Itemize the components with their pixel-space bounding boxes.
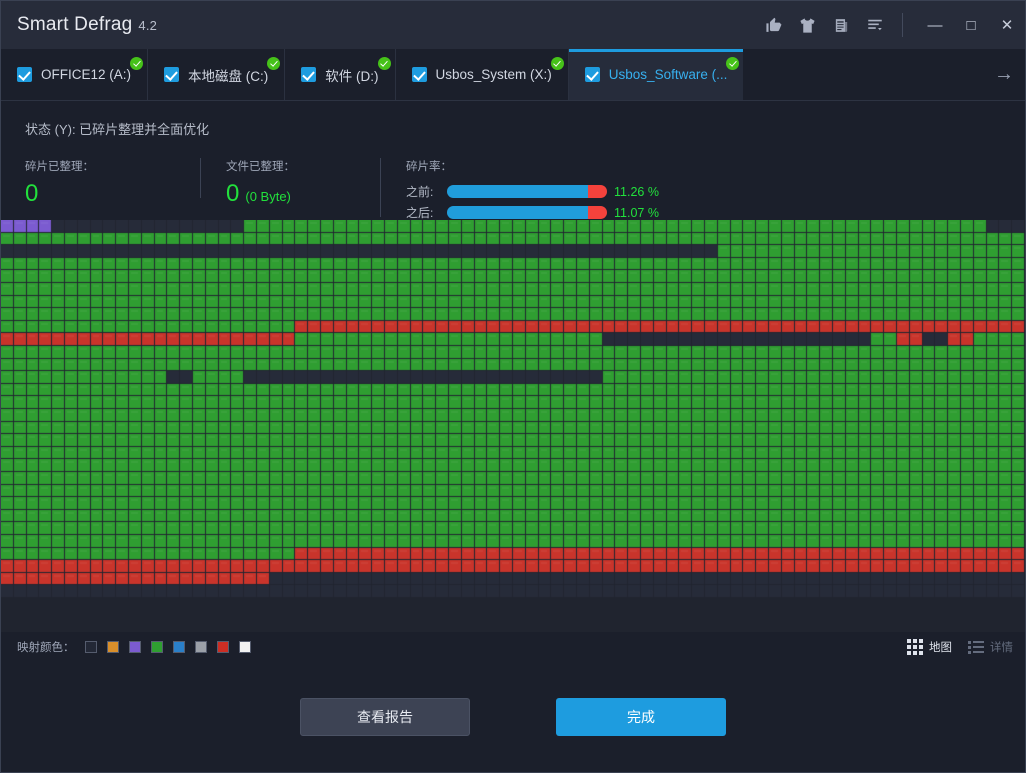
maximize-button[interactable]: □ <box>966 16 976 34</box>
done-button[interactable]: 完成 <box>556 698 726 736</box>
frag-before-caption: 之前: <box>406 185 434 199</box>
stat-fragments: 碎片已整理： 0 <box>25 158 200 206</box>
frag-before-bar <box>447 185 607 198</box>
tab-drive-2[interactable]: 软件 (D:) <box>285 49 396 100</box>
view-mode-details-label: 详情 <box>990 642 1013 654</box>
frag-after-caption: 之后: <box>406 206 434 220</box>
legend-bar: 映射颜色： 地图 详情 <box>1 632 1025 662</box>
disk-map[interactable] <box>1 220 1025 632</box>
swatch-orange[interactable] <box>106 641 119 653</box>
title-bar: Smart Defrag 4.2 — □ ✕ <box>1 1 1025 49</box>
tab-checkbox[interactable] <box>301 67 317 82</box>
swatch-white[interactable] <box>238 641 251 653</box>
status-ok-icon <box>377 57 391 70</box>
drive-tab-bar: OFFICE12 (A:) 本地磁盘 (C:) 软件 (D:) Usbos_Sy… <box>1 49 1025 101</box>
tab-label: Usbos_System (X:) <box>435 67 552 82</box>
stat-fragments-label: 碎片已整理： <box>25 161 94 173</box>
stats-row: 碎片已整理： 0 文件已整理： 0 (0 Byte) 碎片率： 之前: <box>25 158 1025 220</box>
tshirt-skin-icon[interactable] <box>790 1 824 49</box>
tab-drive-1[interactable]: 本地磁盘 (C:) <box>148 49 286 100</box>
title-bar-divider <box>902 13 903 37</box>
swatch-red[interactable] <box>216 641 229 653</box>
frag-before-percent: 11.26 % <box>614 184 659 199</box>
news-document-icon[interactable] <box>824 1 858 49</box>
view-report-button[interactable]: 查看报告 <box>300 698 470 736</box>
tabs-next-arrow-icon[interactable]: → <box>994 63 1014 85</box>
tab-label: OFFICE12 (A:) <box>41 67 132 82</box>
frag-after-bar-blue <box>447 206 588 219</box>
status-panel: 状态 (Y): 已碎片整理并全面优化 碎片已整理： 0 文件已整理： 0 (0 … <box>1 101 1025 220</box>
status-ok-icon <box>267 57 281 70</box>
view-mode-switch: 地图 详情 <box>907 639 1013 655</box>
swatch-gray[interactable] <box>194 641 207 653</box>
frag-rate-after-row: 之后: 11.07 % <box>406 204 659 221</box>
menu-icon[interactable] <box>858 1 892 49</box>
tab-drive-0[interactable]: OFFICE12 (A:) <box>1 49 149 100</box>
frag-before-bar-red <box>587 185 607 198</box>
status-text: 状态 (Y): 已碎片整理并全面优化 <box>25 122 210 137</box>
status-ok-icon <box>550 57 564 70</box>
swatch-blue[interactable] <box>172 641 185 653</box>
frag-rate-before-row: 之前: 11.26 % <box>406 183 659 200</box>
status-ok-icon <box>130 57 144 70</box>
frag-after-bar-red <box>587 206 607 219</box>
grid-icon <box>907 639 923 655</box>
tab-label: 软件 (D:) <box>325 68 379 84</box>
tab-checkbox[interactable] <box>584 67 600 82</box>
frag-rate-label: 碎片率： <box>406 161 452 173</box>
app-version: 4.2 <box>138 18 158 33</box>
thumbs-up-icon[interactable] <box>756 1 790 49</box>
footer-actions: 查看报告 完成 <box>1 662 1025 772</box>
minimize-button[interactable]: — <box>927 16 943 34</box>
disk-map-canvas[interactable] <box>1 220 1025 598</box>
status-ok-icon <box>726 57 740 70</box>
stat-files-label: 文件已整理： <box>226 161 295 173</box>
stat-fragmentation-rate: 碎片率： 之前: 11.26 % 之后: 11.07 % <box>380 158 685 225</box>
frag-before-bar-blue <box>447 185 588 198</box>
tab-checkbox[interactable] <box>411 67 427 82</box>
tab-drive-4[interactable]: Usbos_Software (... <box>568 49 744 100</box>
tab-drive-3[interactable]: Usbos_System (X:) <box>396 49 569 100</box>
legend-swatches <box>84 641 251 653</box>
tab-label: 本地磁盘 (C:) <box>188 68 269 84</box>
app-name: Smart Defrag <box>17 14 133 35</box>
view-mode-map[interactable]: 地图 <box>907 639 952 655</box>
swatch-purple[interactable] <box>128 641 141 653</box>
list-icon <box>968 641 984 654</box>
frag-after-percent: 11.07 % <box>614 205 659 220</box>
tab-checkbox[interactable] <box>17 67 32 82</box>
view-mode-details[interactable]: 详情 <box>968 639 1013 655</box>
stat-files-size: (0 Byte) <box>245 189 291 204</box>
view-mode-map-label: 地图 <box>929 642 952 654</box>
title-bar-actions: — □ ✕ <box>756 1 1025 49</box>
stat-files-value: 0 <box>226 180 240 207</box>
swatch-green[interactable] <box>150 641 163 653</box>
close-button[interactable]: ✕ <box>1000 17 1014 34</box>
tab-checkbox[interactable] <box>164 67 180 82</box>
stat-fragments-value: 0 <box>25 180 39 207</box>
stat-files: 文件已整理： 0 (0 Byte) <box>200 158 380 206</box>
page-title: Smart Defrag 4.2 <box>17 14 157 36</box>
legend-label: 映射颜色： <box>17 642 75 654</box>
frag-after-bar <box>447 206 607 219</box>
stat-files-value-wrap: 0 (0 Byte) <box>226 182 354 206</box>
tab-label: Usbos_Software (... <box>608 67 728 82</box>
swatch-empty[interactable] <box>84 641 97 653</box>
stat-fragments-value-wrap: 0 <box>25 182 174 206</box>
